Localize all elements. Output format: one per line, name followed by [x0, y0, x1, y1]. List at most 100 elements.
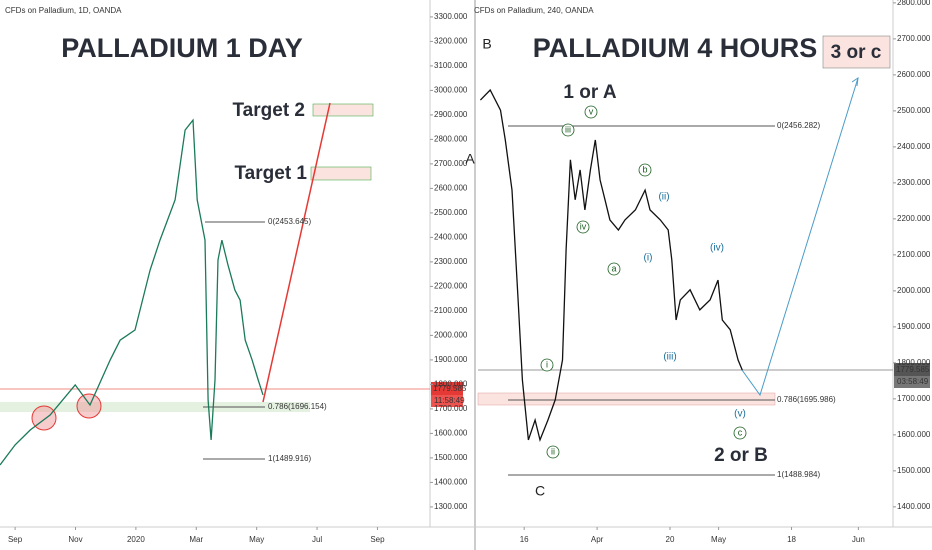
y-tick-label: 2000.000 — [434, 331, 468, 340]
x-tick-label: Sep — [370, 535, 385, 544]
annotation: A — [465, 151, 475, 167]
wave-circle — [733, 426, 747, 440]
y-tick-label: 1300.000 — [434, 502, 468, 511]
projection — [262, 102, 331, 403]
annotation: 0(2456.282) — [777, 121, 820, 130]
x-tick-label: May — [711, 535, 726, 544]
target-box — [312, 103, 374, 117]
price-tag — [431, 382, 463, 395]
x-tick-label: 16 — [520, 535, 529, 544]
price-tag — [894, 363, 930, 376]
x-tick-label: Jul — [312, 535, 322, 544]
annotation: (iv) — [710, 243, 724, 254]
wave-circle — [546, 445, 560, 459]
label-box — [822, 35, 891, 69]
annotation: 0(2453.645) — [268, 217, 311, 226]
y-tick-label: 1400.000 — [434, 478, 468, 487]
annotation: 0.786(1696.154) — [268, 402, 327, 411]
annotation: (i) — [644, 253, 653, 264]
arrow-head — [851, 76, 859, 87]
y-tick-label: 1900.000 — [434, 355, 468, 364]
annotation: (v) — [734, 409, 746, 420]
price-tag — [894, 376, 930, 388]
annotation: ii — [551, 446, 555, 456]
header: CFDs on Palladium, 240, OANDA — [474, 6, 594, 15]
annotation: b — [642, 164, 647, 174]
x-tick-label: 18 — [787, 535, 796, 544]
y-tick-label: 2700.000 — [897, 34, 931, 43]
countdown: 11:58:49 — [434, 396, 465, 405]
x-tick-label: 2020 — [127, 535, 145, 544]
wave-circle — [584, 105, 598, 119]
price-label: 1779.585 — [433, 384, 467, 393]
annotation: B — [482, 36, 491, 52]
annotation: Target 1 — [234, 163, 307, 184]
target-box — [310, 166, 372, 181]
y-tick-label: 2100.000 — [434, 306, 468, 315]
chart-title: PALLADIUM 1 DAY — [61, 33, 303, 63]
annotation: iv — [580, 221, 587, 231]
annotation: Target 2 — [232, 100, 305, 121]
x-tick-label: Apr — [591, 535, 604, 544]
y-tick-label: 1700.000 — [434, 404, 468, 413]
x-tick-label: Mar — [189, 535, 203, 544]
chart-title: PALLADIUM 4 HOURS — [533, 33, 818, 63]
price-tag — [431, 395, 463, 407]
y-tick-label: 3100.000 — [434, 61, 468, 70]
zone — [477, 392, 776, 406]
y-tick-label: 2900.000 — [434, 110, 468, 119]
x-tick-label: May — [249, 535, 264, 544]
countdown: 03:58:49 — [897, 377, 929, 386]
y-tick-label: 1400.000 — [897, 502, 931, 511]
y-tick-label: 2400.000 — [897, 142, 931, 151]
zone — [0, 402, 310, 412]
y-tick-label: 2700.000 — [434, 159, 468, 168]
annotation: (ii) — [658, 192, 669, 203]
annotation: 1(1488.984) — [777, 470, 820, 479]
x-tick-label: 20 — [666, 535, 675, 544]
annotation: 3 or c — [831, 42, 882, 63]
annotation: (iii) — [663, 352, 676, 363]
wave-circle — [561, 123, 575, 137]
y-tick-label: 2300.000 — [897, 178, 931, 187]
y-tick-label: 2100.000 — [897, 250, 931, 259]
annotation: 1(1489.916) — [268, 454, 311, 463]
highlight — [76, 393, 102, 419]
annotation: C — [535, 483, 545, 499]
y-tick-label: 3200.000 — [434, 37, 468, 46]
projection — [741, 77, 859, 397]
y-tick-label: 1500.000 — [434, 453, 468, 462]
y-tick-label: 2500.000 — [897, 106, 931, 115]
y-tick-label: 2000.000 — [897, 286, 931, 295]
y-tick-label: 2800.000 — [434, 135, 468, 144]
price-line-series — [0, 118, 264, 466]
annotation: i — [546, 359, 548, 369]
y-tick-label: 2500.000 — [434, 208, 468, 217]
y-tick-label: 3000.000 — [434, 86, 468, 95]
annotation: 2 or B — [714, 445, 768, 466]
annotation: 0.786(1695.986) — [777, 395, 836, 404]
x-tick-label: Jun — [852, 535, 865, 544]
price-line-series — [479, 88, 743, 443]
annotation: v — [589, 106, 594, 116]
wave-circle — [638, 163, 652, 177]
y-tick-label: 1900.000 — [897, 322, 931, 331]
y-tick-label: 2400.000 — [434, 233, 468, 242]
y-tick-label: 1800.000 — [897, 358, 931, 367]
y-tick-label: 1700.000 — [897, 394, 931, 403]
x-tick-label: Sep — [8, 535, 23, 544]
header: CFDs on Palladium, 1D, OANDA — [5, 6, 122, 15]
y-tick-label: 2600.000 — [897, 70, 931, 79]
y-tick-label: 2200.000 — [897, 214, 931, 223]
y-tick-label: 2600.000 — [434, 184, 468, 193]
price-label: 1779.585 — [896, 365, 930, 374]
annotation: a — [611, 263, 616, 273]
wave-circle — [607, 262, 621, 276]
y-tick-label: 2300.000 — [434, 257, 468, 266]
y-tick-label: 3300.000 — [434, 12, 468, 21]
annotation: c — [738, 427, 743, 437]
y-tick-label: 2800.000 — [897, 0, 931, 7]
y-tick-label: 2200.000 — [434, 282, 468, 291]
